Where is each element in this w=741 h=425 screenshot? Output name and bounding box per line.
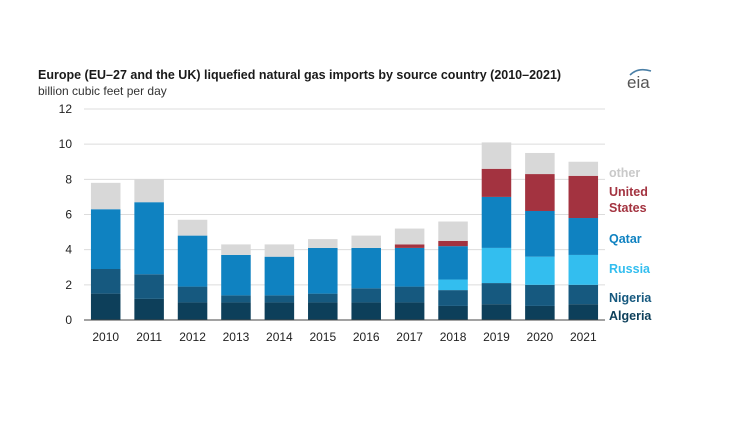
bar-segment-nigeria <box>481 283 512 305</box>
bar-segment-qatar <box>90 209 121 270</box>
bar-segment-algeria <box>394 302 425 320</box>
bar-segment-algeria <box>438 305 468 320</box>
bar-segment-other <box>481 142 512 169</box>
legend-label-united-states: States <box>609 201 647 215</box>
bar-segment-nigeria <box>221 295 251 303</box>
bar-segment-united-states <box>394 244 425 248</box>
y-tick-label: 6 <box>65 208 72 222</box>
bar-segment-algeria <box>221 302 251 320</box>
x-tick-label: 2021 <box>570 330 597 344</box>
x-tick-label: 2018 <box>440 330 467 344</box>
bar-segment-united-states <box>438 240 468 247</box>
bar-segment-algeria <box>351 302 381 320</box>
eia-logo-icon: eia <box>624 66 658 92</box>
bar-segment-nigeria <box>90 269 121 294</box>
bar-segment-algeria <box>568 304 599 320</box>
bar-segment-other <box>394 228 425 245</box>
bar-segment-qatar <box>177 235 208 287</box>
chart-title: Europe (EU–27 and the UK) liquefied natu… <box>38 68 562 82</box>
bar-segment-nigeria <box>177 286 208 303</box>
bar-segment-nigeria <box>351 288 381 303</box>
logo-text: eia <box>627 73 650 92</box>
bar-segment-russia <box>568 254 599 285</box>
legend-label-other: other <box>609 166 640 180</box>
bar-segment-united-states <box>568 175 599 219</box>
x-tick-label: 2012 <box>179 330 206 344</box>
x-tick-label: 2014 <box>266 330 293 344</box>
y-axis-ticks: 0 2 4 6 8 10 12 <box>59 102 73 327</box>
bar-segment-algeria <box>481 304 512 320</box>
legend-label-russia: Russia <box>609 262 651 276</box>
bar-segment-qatar <box>134 202 164 275</box>
bar-segment-algeria <box>525 305 555 320</box>
bar-segment-other <box>351 235 381 248</box>
bar-segment-other <box>90 182 121 210</box>
bar-segment-other <box>438 221 468 241</box>
bar-segment-other <box>264 244 295 257</box>
y-tick-label: 0 <box>65 313 72 327</box>
y-tick-label: 4 <box>65 243 72 257</box>
y-tick-label: 10 <box>59 137 73 151</box>
bar-segment-algeria <box>90 293 121 320</box>
bar-segment-other <box>568 161 599 176</box>
bar-segment-qatar <box>264 256 295 296</box>
bar-segment-nigeria <box>394 286 425 303</box>
bar-segment-other <box>177 219 208 236</box>
bar-segment-algeria <box>134 298 164 320</box>
bar-segment-qatar <box>481 196 512 248</box>
x-axis-ticks: 2010 2011 2012 2013 2014 2015 2016 2017 2018 2019… <box>92 330 597 344</box>
bar-segment-russia <box>481 247 512 284</box>
bar-segment-qatar <box>394 247 425 287</box>
bar-segment-nigeria <box>264 295 295 303</box>
bar-segment-nigeria <box>308 293 338 303</box>
legend-label-qatar: Qatar <box>609 232 642 246</box>
bars <box>90 142 599 320</box>
bar-segment-algeria <box>264 302 295 320</box>
x-tick-label: 2015 <box>309 330 336 344</box>
x-tick-label: 2017 <box>396 330 423 344</box>
bar-segment-united-states <box>525 174 555 211</box>
bar-segment-qatar <box>525 210 555 257</box>
bar-segment-nigeria <box>438 290 468 306</box>
bar-segment-nigeria <box>568 284 599 305</box>
x-tick-label: 2016 <box>353 330 380 344</box>
grid-lines <box>84 108 605 286</box>
bar-segment-qatar <box>221 254 251 296</box>
bar-segment-qatar <box>351 247 381 289</box>
legend: other United States Qatar Russia Nigeria Alger… <box>609 166 652 323</box>
bar-segment-qatar <box>438 246 468 280</box>
bar-segment-qatar <box>568 218 599 255</box>
bar-segment-other <box>308 239 338 248</box>
x-tick-label: 2010 <box>92 330 119 344</box>
chart-subtitle: billion cubic feet per day <box>38 84 167 98</box>
bar-segment-nigeria <box>134 274 164 299</box>
bar-segment-qatar <box>308 247 338 294</box>
y-tick-label: 12 <box>59 102 73 116</box>
bar-segment-russia <box>438 279 468 291</box>
legend-label-united-states: United <box>609 185 648 199</box>
x-tick-label: 2020 <box>527 330 554 344</box>
x-tick-label: 2011 <box>136 330 162 344</box>
bar-segment-other <box>221 244 251 255</box>
y-tick-label: 8 <box>65 172 72 186</box>
logo-arc <box>629 68 652 76</box>
bar-segment-nigeria <box>525 284 555 306</box>
bar-segment-other <box>134 179 164 203</box>
legend-label-algeria: Algeria <box>609 309 652 323</box>
bar-segment-algeria <box>177 302 208 320</box>
x-tick-label: 2019 <box>483 330 510 344</box>
y-tick-label: 2 <box>65 278 72 292</box>
x-tick-label: 2013 <box>223 330 250 344</box>
bar-segment-algeria <box>308 302 338 320</box>
bar-segment-other <box>525 152 555 175</box>
legend-label-nigeria: Nigeria <box>609 291 652 305</box>
bar-segment-russia <box>525 256 555 285</box>
bar-segment-united-states <box>481 168 512 197</box>
